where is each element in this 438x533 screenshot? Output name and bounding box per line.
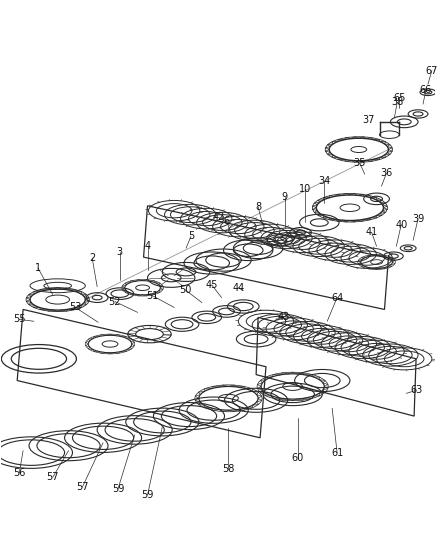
Text: 44: 44	[232, 282, 244, 293]
Text: 8: 8	[254, 202, 261, 212]
Text: 38: 38	[390, 97, 403, 107]
Text: 57: 57	[46, 472, 59, 482]
Text: 1: 1	[35, 263, 41, 273]
Text: 42: 42	[212, 212, 224, 222]
Text: 10: 10	[299, 184, 311, 194]
Text: 3: 3	[117, 247, 123, 257]
Text: 36: 36	[379, 168, 392, 178]
Text: 40: 40	[394, 220, 406, 230]
Text: 5: 5	[187, 231, 194, 241]
Text: 63: 63	[409, 385, 421, 395]
Text: 37: 37	[362, 115, 374, 125]
Text: 34: 34	[318, 176, 330, 186]
Text: 50: 50	[178, 285, 191, 295]
Text: 64: 64	[330, 293, 343, 303]
Text: 57: 57	[76, 482, 88, 492]
Text: 59: 59	[111, 484, 124, 494]
Text: 4: 4	[144, 241, 150, 251]
Text: 59: 59	[141, 490, 153, 500]
Text: 51: 51	[146, 290, 158, 301]
Text: 67: 67	[425, 66, 437, 76]
Text: 43: 43	[277, 312, 289, 322]
Text: 6: 6	[223, 215, 229, 225]
Text: 39: 39	[411, 214, 423, 224]
Text: 61: 61	[330, 448, 343, 458]
Text: 55: 55	[13, 314, 25, 324]
Text: 35: 35	[353, 158, 365, 168]
Text: 52: 52	[109, 296, 121, 306]
Text: 66: 66	[419, 85, 431, 95]
Text: 41: 41	[365, 228, 377, 237]
Text: 65: 65	[392, 93, 405, 103]
Text: 45: 45	[205, 280, 217, 290]
Text: 60: 60	[291, 453, 303, 463]
Text: 58: 58	[222, 464, 234, 474]
Text: 2: 2	[89, 253, 95, 263]
Text: 53: 53	[69, 302, 81, 312]
Text: 56: 56	[13, 469, 25, 478]
Text: 9: 9	[281, 192, 287, 202]
